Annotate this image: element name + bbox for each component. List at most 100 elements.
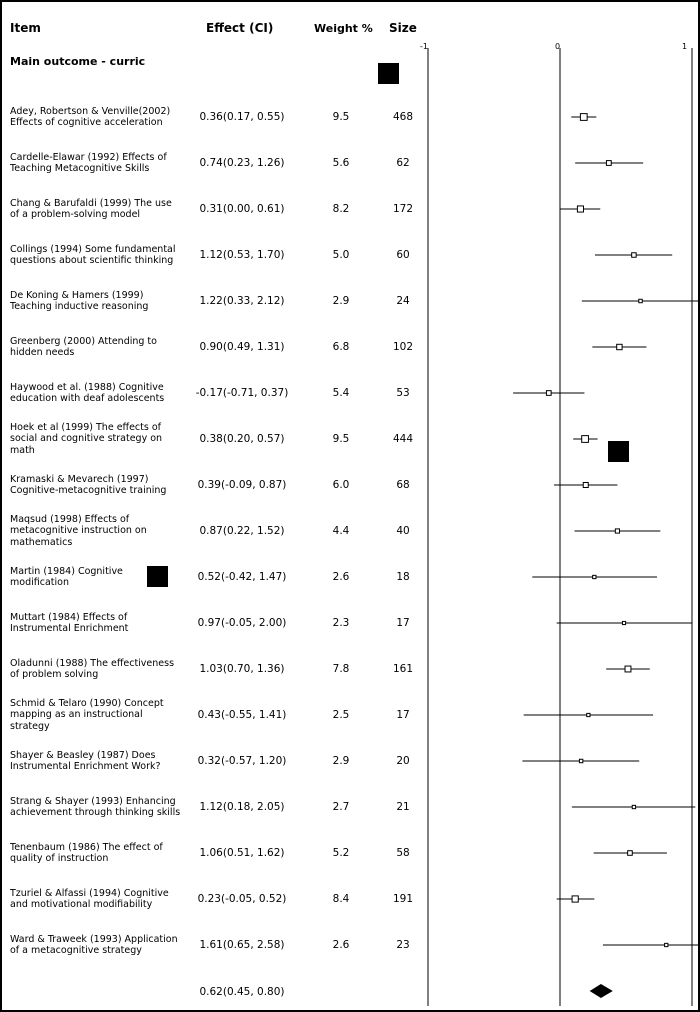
effect-marker — [638, 298, 643, 304]
study-label: Adey, Robertson & Venville(2002) Effects… — [10, 105, 171, 129]
study-weight-text: 9.5 — [332, 111, 350, 123]
study-label: Haywood et al. (1988) Cognitive educatio… — [10, 381, 165, 405]
study-size-text: 191 — [392, 893, 414, 905]
effect-marker — [592, 574, 597, 580]
study-effect-text: 0.90(0.49, 1.31) — [199, 341, 285, 353]
study-label: Martin (1984) Cognitive modification — [10, 565, 123, 589]
study-label: Schmid & Telaro (1990) Concept mapping a… — [10, 697, 164, 732]
study-effect-text: 1.03(0.70, 1.36) — [199, 663, 285, 675]
legend-marker-square — [378, 63, 399, 84]
header-item: Item — [10, 21, 41, 35]
study-effect-text: 0.23(-0.05, 0.52) — [197, 893, 287, 905]
study-weight-text: 8.2 — [332, 203, 350, 215]
study-size-text: 444 — [392, 433, 414, 445]
study-label: Hoek et al (1999) The effects of social … — [10, 421, 163, 456]
effect-marker — [582, 482, 589, 488]
study-size-text: 58 — [396, 847, 410, 859]
study-weight-text: 5.2 — [332, 847, 350, 859]
study-size-text: 53 — [396, 387, 410, 399]
study-effect-text: 1.22(0.33, 2.12) — [199, 295, 285, 307]
effect-marker — [664, 942, 669, 948]
study-label: Chang & Barufaldi (1999) The use of a pr… — [10, 197, 172, 221]
tick-label-1: 1 — [682, 42, 688, 51]
effect-marker — [631, 804, 637, 810]
header-weight: Weight % — [314, 22, 373, 35]
study-label: Maqsud (1998) Effects of metacognitive i… — [10, 513, 147, 548]
header-size: Size — [389, 21, 417, 35]
study-effect-text: 0.38(0.20, 0.57) — [199, 433, 285, 445]
study-effect-text: 0.52(-0.42, 1.47) — [197, 571, 287, 583]
study-size-text: 23 — [396, 939, 410, 951]
study-weight-text: 2.6 — [332, 571, 350, 583]
study-label: Tzuriel & Alfassi (1994) Cognitive and m… — [10, 887, 169, 911]
study-effect-text: 1.06(0.51, 1.62) — [199, 847, 285, 859]
effect-marker — [581, 435, 589, 443]
study-size-text: 468 — [392, 111, 414, 123]
study-weight-text: 7.8 — [332, 663, 350, 675]
study-weight-text: 5.0 — [332, 249, 350, 261]
effect-marker — [545, 390, 552, 396]
effect-marker — [576, 205, 585, 213]
effect-marker — [586, 712, 591, 718]
study-effect-text: 0.32(-0.57, 1.20) — [197, 755, 287, 767]
effect-marker — [614, 528, 621, 534]
study-effect-text: 1.12(0.18, 2.05) — [199, 801, 285, 813]
study-effect-text: 0.43(-0.55, 1.41) — [197, 709, 287, 721]
study-weight-text: 2.9 — [332, 755, 350, 767]
study-effect-text: 0.97(-0.05, 2.00) — [197, 617, 287, 629]
study-weight-text: 2.5 — [332, 709, 350, 721]
study-size-text: 172 — [392, 203, 414, 215]
study-label: Cardelle-Elawar (1992) Effects of Teachi… — [10, 151, 167, 175]
study-label: Muttart (1984) Effects of Instrumental E… — [10, 611, 129, 635]
study-effect-text: 1.61(0.65, 2.58) — [199, 939, 285, 951]
study-size-text: 68 — [396, 479, 410, 491]
study-effect-text: 0.87(0.22, 1.52) — [199, 525, 285, 537]
study-weight-text: 2.6 — [332, 939, 350, 951]
study-label: Ward & Traweek (1993) Application of a m… — [10, 933, 178, 957]
study-label: Tenenbaum (1986) The effect of quality o… — [10, 841, 163, 865]
study-effect-text: 0.74(0.23, 1.26) — [199, 157, 285, 169]
legend-marker-square — [147, 566, 168, 587]
effect-marker — [605, 160, 612, 166]
effect-marker — [621, 620, 627, 626]
effect-marker — [627, 850, 633, 856]
study-weight-text: 6.8 — [332, 341, 350, 353]
study-weight-text: 5.4 — [332, 387, 350, 399]
study-size-text: 20 — [396, 755, 410, 767]
effect-marker — [578, 758, 584, 764]
tick-label-0: 0 — [555, 42, 561, 51]
study-effect-text: 0.36(0.17, 0.55) — [199, 111, 285, 123]
header-effect: Effect (CI) — [206, 21, 274, 35]
study-label: Strang & Shayer (1993) Enhancing achieve… — [10, 795, 181, 819]
tick-label-minus-1: -1 — [420, 42, 428, 51]
study-weight-text: 4.4 — [332, 525, 350, 537]
study-size-text: 62 — [396, 157, 410, 169]
study-size-text: 17 — [396, 709, 410, 721]
effect-marker — [631, 252, 637, 258]
study-size-text: 24 — [396, 295, 410, 307]
study-size-text: 21 — [396, 801, 410, 813]
study-weight-text: 5.6 — [332, 157, 350, 169]
study-label: De Koning & Hamers (1999) Teaching induc… — [10, 289, 149, 313]
study-label: Oladunni (1988) The effectiveness of pro… — [10, 657, 175, 681]
effect-marker — [571, 895, 579, 903]
study-label: Shayer & Beasley (1987) Does Instrumenta… — [10, 749, 161, 773]
study-label: Collings (1994) Some fundamental questio… — [10, 243, 176, 267]
pooled-diamond — [589, 984, 613, 998]
study-weight-text: 2.7 — [332, 801, 350, 813]
study-label: Greenberg (2000) Attending to hidden nee… — [10, 335, 157, 359]
study-size-text: 17 — [396, 617, 410, 629]
effect-marker — [579, 113, 588, 121]
study-size-text: 60 — [396, 249, 410, 261]
study-effect-text: 0.39(-0.09, 0.87) — [197, 479, 287, 491]
study-effect-text: 1.12(0.53, 1.70) — [199, 249, 285, 261]
study-weight-text: 2.9 — [332, 295, 350, 307]
pooled-effect-text: 0.62(0.45, 0.80) — [199, 986, 285, 998]
effect-marker — [616, 343, 623, 351]
study-weight-text: 2.3 — [332, 617, 350, 629]
study-size-text: 18 — [396, 571, 410, 583]
study-size-text: 102 — [392, 341, 414, 353]
study-size-text: 40 — [396, 525, 410, 537]
